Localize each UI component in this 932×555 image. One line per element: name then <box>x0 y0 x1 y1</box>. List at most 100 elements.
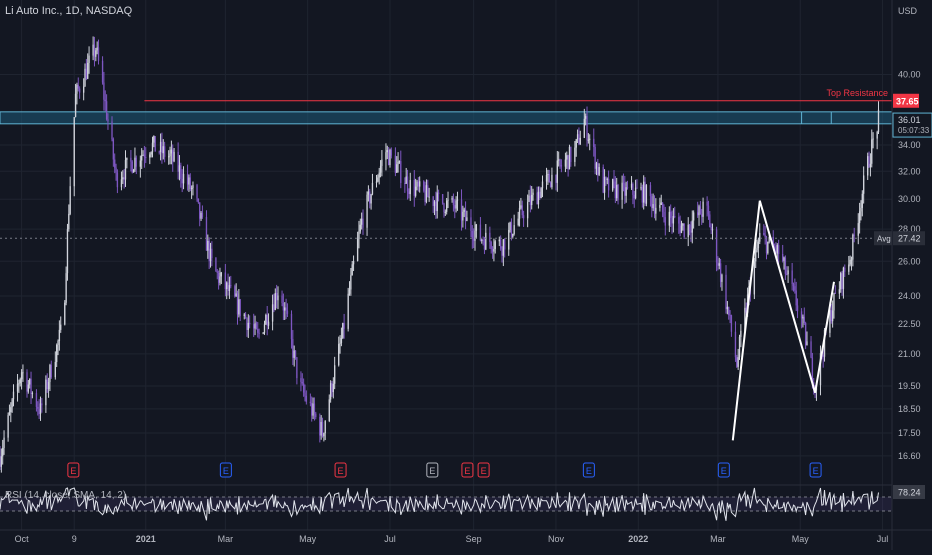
price-tick-label: 26.00 <box>898 256 921 266</box>
candle-body <box>579 137 581 145</box>
candle-body <box>190 187 193 190</box>
earnings-marker[interactable] <box>334 462 347 478</box>
candle-body <box>707 205 710 215</box>
candle-body <box>323 433 325 437</box>
candle-body <box>819 353 822 386</box>
candle-body <box>350 275 352 290</box>
price-tick-label: 30.00 <box>898 194 921 204</box>
symbol-title[interactable]: Li Auto Inc., 1D, NASDAQ <box>5 5 133 17</box>
candle-body <box>105 101 108 120</box>
candle-body <box>443 203 445 213</box>
candle-body <box>568 146 571 170</box>
earnings-marker[interactable] <box>67 462 80 478</box>
candle-body <box>605 177 607 180</box>
time-tick-label: Nov <box>548 534 565 544</box>
candle-body <box>301 381 303 384</box>
candle-body <box>482 239 484 242</box>
candle-body <box>347 293 349 329</box>
candle-body <box>211 248 213 259</box>
candle-body <box>621 182 623 200</box>
candle-body <box>578 134 580 145</box>
countdown-label: 05:07:33 <box>898 126 930 135</box>
candle-body <box>663 211 665 218</box>
candle-body <box>153 136 155 143</box>
candle-body <box>661 202 664 212</box>
candle-body <box>802 316 804 319</box>
candle-body <box>417 181 420 187</box>
candle-body <box>737 357 739 367</box>
candle-body <box>622 182 625 184</box>
candle-body <box>606 178 608 180</box>
candle-body <box>76 84 78 94</box>
candle-body <box>296 357 298 379</box>
candle-body <box>173 151 175 162</box>
candle-body <box>860 207 862 212</box>
candle-body <box>518 207 521 219</box>
candle-body <box>441 194 444 204</box>
candle-body <box>158 151 160 153</box>
rsi-line <box>0 487 879 521</box>
candle-body <box>12 391 15 400</box>
candle-body <box>804 323 807 346</box>
candle-body <box>671 217 673 224</box>
rsi-label[interactable]: RSI (14, close, SMA, 14, 2) <box>5 490 127 501</box>
resistance-zone[interactable] <box>0 111 893 125</box>
candle-body <box>858 211 861 224</box>
candle-body <box>258 332 260 334</box>
candle-body <box>54 362 56 378</box>
earnings-marker-label: E <box>223 466 229 476</box>
pattern-drawing[interactable] <box>731 200 835 441</box>
candle-body <box>253 324 255 329</box>
candle-body <box>446 200 448 212</box>
candle-body <box>413 180 415 196</box>
candle-body <box>293 350 295 358</box>
candle-body <box>556 160 559 183</box>
candle-body <box>822 355 824 357</box>
candle-body <box>539 191 541 199</box>
candle-body <box>853 234 855 236</box>
candle-body <box>651 196 653 209</box>
candle-body <box>674 216 676 218</box>
candle-body <box>343 323 345 329</box>
candle-body <box>634 187 637 199</box>
earnings-marker[interactable] <box>477 462 490 478</box>
earnings-marker[interactable] <box>461 462 474 478</box>
earnings-marker[interactable] <box>219 462 232 478</box>
candle-body <box>159 141 162 152</box>
candle-body <box>244 314 247 319</box>
candle-body <box>123 177 125 180</box>
candle-body <box>772 237 774 247</box>
candle-body <box>97 47 100 61</box>
price-tick-label: 16.60 <box>898 451 921 461</box>
candle-body <box>668 211 671 226</box>
candle-body <box>281 295 283 303</box>
time-tick-label: May <box>299 534 317 544</box>
earnings-marker[interactable] <box>582 462 595 478</box>
earnings-marker[interactable] <box>426 462 439 478</box>
candle-body <box>255 323 258 329</box>
candle-body <box>706 201 708 206</box>
price-tick-label: 22.50 <box>898 319 921 329</box>
earnings-marker-label: E <box>586 466 592 476</box>
candle-body <box>464 209 467 222</box>
candle-body <box>794 286 796 291</box>
chart-legend: Li Auto Inc., 1D, NASDAQ <box>5 5 132 17</box>
candle-body <box>427 185 429 198</box>
candle-body <box>842 267 845 289</box>
rsi-value-label: 78.24 <box>898 488 921 498</box>
candle-body <box>50 365 52 378</box>
earnings-marker[interactable] <box>809 462 822 478</box>
candle-body <box>558 159 560 161</box>
candle-body <box>215 258 217 272</box>
candle-body <box>35 393 38 407</box>
candle-body <box>756 248 758 251</box>
candle-body <box>134 157 136 170</box>
candle-body <box>470 217 472 232</box>
candle-body <box>690 230 692 233</box>
candle-body <box>498 239 500 242</box>
earnings-marker[interactable] <box>717 462 730 478</box>
candle-body <box>385 152 387 160</box>
candle-body <box>19 379 21 384</box>
